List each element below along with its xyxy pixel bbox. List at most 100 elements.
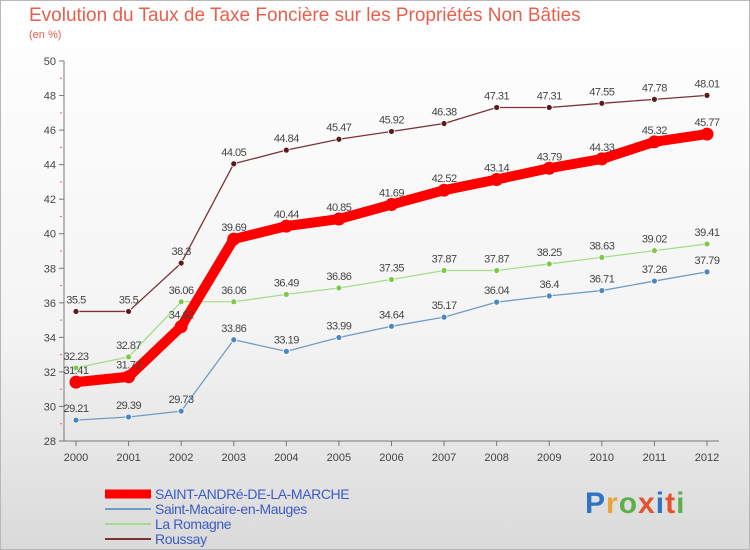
data-label: 29.21: [63, 403, 88, 415]
data-label: 35.5: [66, 294, 86, 306]
data-point: [595, 152, 609, 166]
data-point: [227, 232, 241, 246]
data-point: [545, 260, 553, 268]
data-label: 36.06: [169, 285, 194, 297]
data-label: 37.26: [642, 264, 667, 276]
data-point: [122, 370, 136, 384]
data-point: [72, 364, 80, 372]
data-label: 39.02: [642, 234, 667, 246]
x-tick-label: 2003: [222, 452, 246, 464]
data-label: 29.73: [169, 394, 194, 406]
data-point: [72, 416, 80, 424]
chart-title: Evolution du Taux de Taxe Foncière sur l…: [29, 5, 581, 26]
data-label: 38.63: [589, 240, 614, 252]
data-label: 43.14: [484, 162, 509, 174]
data-label: 34.64: [379, 309, 404, 321]
data-label: 45.32: [642, 125, 667, 137]
data-point: [440, 313, 448, 321]
data-point: [542, 161, 556, 175]
data-point: [493, 104, 501, 111]
logo-letter: r: [606, 487, 619, 520]
data-label: 32.23: [63, 351, 88, 363]
data-label: 35.5: [119, 294, 139, 306]
data-point: [335, 334, 343, 341]
data-point: [282, 146, 290, 154]
data-label: 42.52: [432, 173, 457, 185]
data-point: [703, 268, 711, 276]
data-label: 31.72: [116, 360, 141, 372]
logo-letter: t: [665, 487, 677, 520]
data-point: [493, 298, 501, 306]
x-tick-label: 2002: [169, 452, 193, 464]
data-label: 36.49: [274, 277, 299, 289]
data-point: [177, 259, 185, 267]
y-tick-label: 50: [44, 56, 56, 68]
data-label: 45.47: [326, 122, 351, 134]
data-label: 35.17: [432, 300, 457, 312]
y-tick-label: 42: [44, 194, 56, 206]
y-tick-label: 40: [44, 229, 56, 241]
logo-letter: P: [585, 487, 607, 520]
y-tick-label: 48: [44, 91, 56, 103]
chart-subtitle: (en %): [29, 29, 62, 41]
data-point: [598, 287, 606, 294]
data-point: [230, 336, 238, 344]
data-point: [700, 127, 714, 141]
data-point: [651, 95, 658, 103]
y-tick-label: 44: [44, 160, 56, 172]
data-label: 47.31: [537, 90, 562, 102]
data-point: [230, 160, 238, 168]
x-tick-label: 2012: [695, 452, 719, 464]
data-point: [335, 284, 343, 292]
data-label: 47.55: [589, 86, 614, 98]
data-point: [69, 375, 83, 389]
x-tick-label: 2011: [643, 452, 667, 464]
data-point: [335, 135, 343, 143]
data-point: [651, 247, 658, 255]
x-tick-label: 2004: [274, 452, 298, 464]
legend-label: La Romagne: [155, 516, 232, 532]
x-tick-label: 2000: [64, 452, 88, 464]
data-point: [72, 308, 80, 315]
x-tick-label: 2010: [590, 452, 614, 464]
data-point: [332, 212, 346, 226]
data-label: 37.87: [432, 254, 457, 266]
data-label: 37.79: [694, 255, 719, 267]
data-label: 36.4: [540, 279, 560, 291]
data-point: [388, 276, 395, 283]
data-point: [493, 267, 501, 274]
data-label: 36.71: [589, 274, 614, 286]
data-label: 40.44: [274, 209, 299, 221]
y-tick-label: 32: [44, 367, 56, 379]
logo-letter: i: [676, 487, 686, 520]
data-label: 45.92: [379, 114, 404, 126]
data-label: 33.19: [274, 334, 299, 346]
data-label: 31.41: [63, 365, 88, 377]
data-point: [703, 91, 711, 99]
data-label: 44.33: [589, 142, 614, 154]
data-point: [125, 308, 132, 315]
x-tick-label: 2007: [432, 452, 456, 464]
y-tick-label: 46: [44, 125, 56, 137]
data-point: [282, 347, 290, 355]
data-point: [545, 292, 553, 300]
data-label: 45.77: [694, 117, 719, 129]
data-point: [174, 320, 188, 334]
data-label: 41.69: [379, 188, 404, 200]
data-label: 36.04: [484, 285, 509, 297]
data-point: [598, 99, 606, 107]
logo-letter: o: [618, 487, 639, 520]
data-point: [279, 219, 293, 233]
data-label: 32.87: [116, 340, 141, 352]
y-tick-label: 36: [44, 298, 56, 310]
data-point: [440, 120, 448, 127]
data-label: 44.05: [221, 147, 246, 159]
data-label: 33.86: [221, 323, 246, 335]
x-tick-label: 2006: [379, 452, 403, 464]
data-point: [651, 277, 658, 285]
data-point: [388, 322, 395, 330]
logo-letter: x: [638, 487, 656, 520]
data-point: [437, 183, 451, 197]
data-label: 29.39: [116, 400, 141, 412]
